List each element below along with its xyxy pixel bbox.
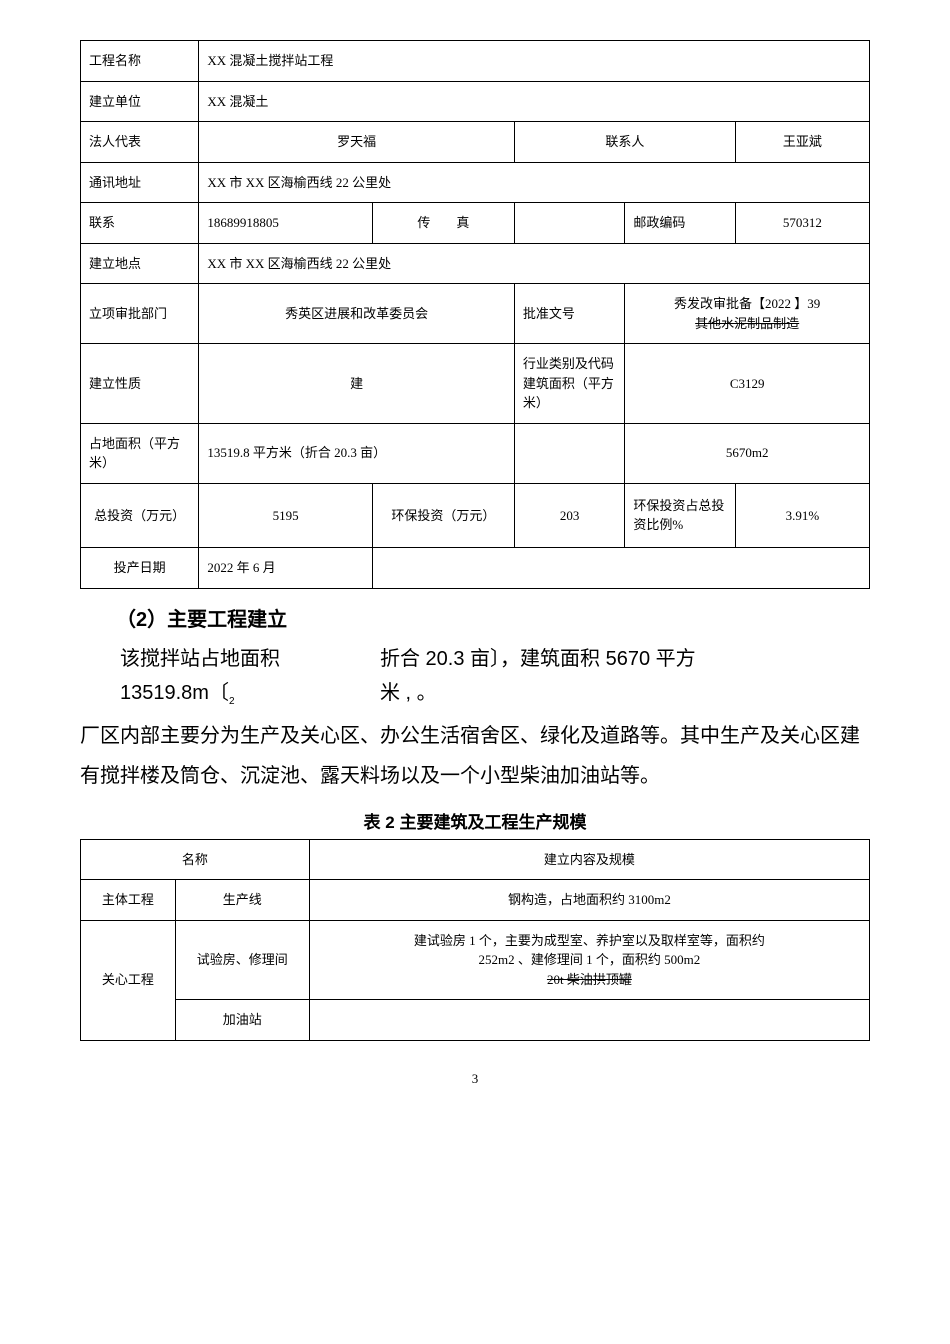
- approval-no-label: 批准文号: [514, 284, 624, 344]
- env-ratio-value: 3.91%: [735, 483, 869, 548]
- build-unit-label: 建立单位: [81, 81, 199, 122]
- t2-lab-content-2: 252m2 、建修理间 1 个，面积约 500m2: [318, 950, 861, 970]
- t2-prod-line-content: 钢构造，占地面积约 3100m2: [309, 880, 869, 921]
- t2-care-proj: 关心工程: [81, 920, 176, 1040]
- para-left-2: 13519.8m〔2: [120, 676, 380, 710]
- nature-label: 建立性质: [81, 344, 199, 424]
- land-value: 13519.8 平方米（折合 20.3 亩）: [199, 423, 515, 483]
- t2-main-proj: 主体工程: [81, 880, 176, 921]
- para-left-1: 该搅拌站占地面积: [120, 642, 380, 676]
- postcode-label: 邮政编码: [625, 203, 735, 244]
- address-label: 通讯地址: [81, 162, 199, 203]
- approval-dept-label: 立项审批部门: [81, 284, 199, 344]
- fax-value: [514, 203, 624, 244]
- env-invest-label: 环保投资（万元）: [372, 483, 514, 548]
- land-label: 占地面积（平方米）: [81, 423, 199, 483]
- t2-lab-room: 试验房、修理间: [175, 920, 309, 1000]
- land-right: 5670m2: [625, 423, 870, 483]
- table2-caption: 表 2 主要建筑及工程生产规模: [80, 808, 870, 833]
- prod-date-value: 2022 年 6 月: [199, 548, 373, 589]
- address-value: XX 市 XX 区海榆西线 22 公里处: [199, 162, 870, 203]
- approval-no-value-top: 秀发改审批备【2022 】39: [633, 294, 861, 314]
- env-ratio-label: 环保投资占总投资比例%: [625, 483, 735, 548]
- para-left: 该搅拌站占地面积 13519.8m〔2: [120, 642, 380, 710]
- para-left-2-sub: 2: [229, 696, 235, 707]
- land-mid: [514, 423, 624, 483]
- contact-label: 联系: [81, 203, 199, 244]
- contact-person-label: 联系人: [514, 122, 735, 163]
- fax-label: 传 真: [372, 203, 514, 244]
- contact-person-value: 王亚斌: [735, 122, 869, 163]
- industry-label: 行业类别及代码 建筑面积（平方米）: [514, 344, 624, 424]
- build-site-value: XX 市 XX 区海榆西线 22 公里处: [199, 243, 870, 284]
- para-right-1: 折合 20.3 亩〕，建筑面积 5670 平方: [380, 642, 870, 676]
- t2-gas-station: 加油站: [175, 1000, 309, 1041]
- t2-header-content: 建立内容及规模: [309, 839, 869, 880]
- postcode-value: 570312: [735, 203, 869, 244]
- total-invest-value: 5195: [199, 483, 373, 548]
- nature-value: 建: [199, 344, 515, 424]
- para-right-2: 米 , 。: [380, 676, 870, 710]
- total-invest-label: 总投资（万元）: [81, 483, 199, 548]
- prod-date-label: 投产日期: [81, 548, 199, 589]
- t2-lab-content-1: 建试验房 1 个，主要为成型室、养护室以及取样室等，面积约: [318, 931, 861, 951]
- contact-value: 18689918805: [199, 203, 373, 244]
- prod-date-empty: [372, 548, 869, 589]
- para-left-2-pre: 13519.8m〔: [120, 682, 229, 704]
- approval-dept-value: 秀英区进展和改革委员会: [199, 284, 515, 344]
- t2-header-name: 名称: [81, 839, 310, 880]
- build-unit-value: XX 混凝土: [199, 81, 870, 122]
- approval-no-value: 秀发改审批备【2022 】39 其他水泥制品制造: [625, 284, 870, 344]
- legal-rep-value: 罗天福: [199, 122, 515, 163]
- project-info-table: 工程名称 XX 混凝土搅拌站工程 建立单位 XX 混凝土 法人代表 罗天福 联系…: [80, 40, 870, 589]
- para-right: 折合 20.3 亩〕，建筑面积 5670 平方 米 , 。: [380, 642, 870, 710]
- para-block: 该搅拌站占地面积 13519.8m〔2 折合 20.3 亩〕，建筑面积 5670…: [120, 642, 870, 710]
- project-name-value: XX 混凝土搅拌站工程: [199, 41, 870, 82]
- body-para: 厂区内部主要分为生产及关心区、办公生活宿舍区、绿化及道路等。其中生产及关心区建有…: [80, 716, 870, 796]
- approval-no-value-strike: 其他水泥制品制造: [633, 314, 861, 334]
- page-number: 3: [80, 1071, 870, 1087]
- t2-prod-line: 生产线: [175, 880, 309, 921]
- section-heading: （2）主要工程建立: [116, 603, 870, 632]
- project-name-label: 工程名称: [81, 41, 199, 82]
- industry-value: C3129: [625, 344, 870, 424]
- t2-gas-station-content: [309, 1000, 869, 1041]
- legal-rep-label: 法人代表: [81, 122, 199, 163]
- build-site-label: 建立地点: [81, 243, 199, 284]
- t2-lab-content-strike: 20t 柴油拱顶罐: [318, 970, 861, 990]
- t2-lab-content: 建试验房 1 个，主要为成型室、养护室以及取样室等，面积约 252m2 、建修理…: [309, 920, 869, 1000]
- env-invest-value: 203: [514, 483, 624, 548]
- building-scale-table: 名称 建立内容及规模 主体工程 生产线 钢构造，占地面积约 3100m2 关心工…: [80, 839, 870, 1041]
